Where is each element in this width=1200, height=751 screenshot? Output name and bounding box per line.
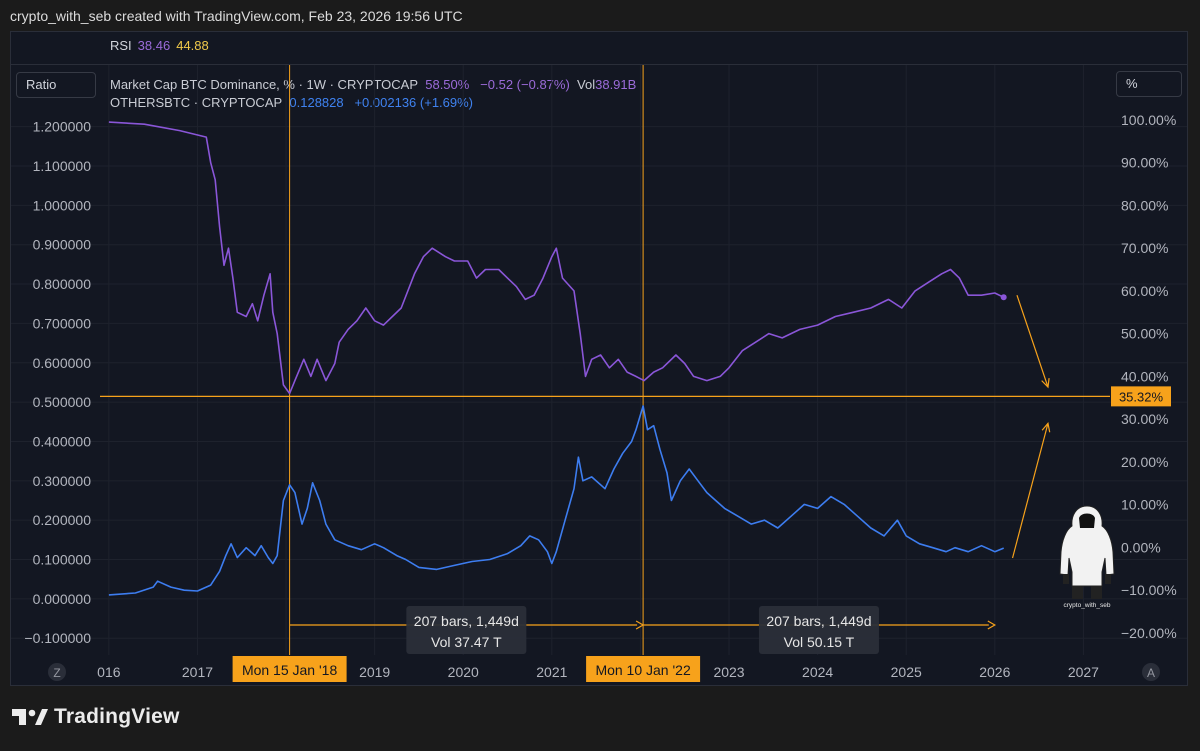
price-line-value-label: 35.32%	[1119, 389, 1164, 404]
btc-dominance-series-line[interactable]	[108, 121, 1005, 395]
rsi-indicator: RSI 38.46 44.88	[110, 38, 209, 53]
left-axis-tick-label: 0.200000	[33, 512, 92, 528]
x-axis-tick-label: 2017	[182, 664, 213, 680]
left-axis-tick-label: 0.300000	[33, 473, 92, 489]
right-axis-tick-label: 70.00%	[1121, 240, 1168, 256]
right-axis-tick-label: 30.00%	[1121, 411, 1168, 427]
right-axis-tick-label: 0.00%	[1121, 539, 1161, 555]
legend-row-dominance[interactable]: Market Cap BTC Dominance, % · 1W · CRYPT…	[110, 76, 636, 94]
left-axis-tick-label: 1.200000	[33, 119, 92, 135]
x-axis-tick-label: 2024	[802, 664, 833, 680]
mascot-caption: crypto_with_seb	[1064, 602, 1111, 609]
x-axis-tick-label: 2019	[359, 664, 390, 680]
rsi-label: RSI	[110, 38, 132, 53]
right-axis-tick-label: 20.00%	[1121, 454, 1168, 470]
x-axis-tick-label: 2025	[891, 664, 922, 680]
left-axis-tick-label: 0.100000	[33, 552, 92, 568]
right-axis-tick-label: 90.00%	[1121, 155, 1168, 171]
legend-dominance-name: Market Cap BTC Dominance, % · 1W · CRYPT…	[110, 77, 418, 92]
right-axis-tick-label: 50.00%	[1121, 326, 1168, 342]
percent-scale-button[interactable]: %	[1116, 71, 1182, 97]
measure-info-box	[758, 606, 879, 654]
projection-arrow-head	[1041, 378, 1050, 389]
left-axis-tick-label: 0.000000	[33, 591, 92, 607]
rsi-value-1: 38.46	[137, 38, 171, 53]
projection-arrow-head	[1041, 422, 1051, 433]
x-axis-tick-label: 2021	[536, 664, 567, 680]
date-marker-label: Mon 15 Jan '18	[242, 662, 338, 678]
legend-dominance-change: −0.52 (−0.87%)	[480, 77, 570, 92]
legend-dominance-vol: 38.91B	[595, 77, 637, 92]
x-axis-tick-label: 016	[97, 664, 121, 680]
auto-scale-button[interactable]	[1142, 663, 1160, 681]
pane-separator	[11, 64, 1187, 65]
measure-bars-label: 207 bars, 1,449d	[766, 613, 871, 629]
price-line-value-badge	[1111, 386, 1171, 407]
auto-scale-button-label: A	[1147, 666, 1155, 680]
right-axis-tick-label: 60.00%	[1121, 283, 1168, 299]
series-legend: Market Cap BTC Dominance, % · 1W · CRYPT…	[110, 76, 636, 112]
date-marker-badge	[586, 656, 701, 682]
left-axis-tick-label: 0.500000	[33, 394, 92, 410]
left-axis-tick-label: 1.100000	[33, 158, 92, 174]
zoom-button[interactable]	[48, 663, 66, 681]
date-marker-label: Mon 10 Jan '22	[595, 662, 691, 678]
measure-arrow-head	[635, 620, 645, 630]
tradingview-logo-icon	[12, 709, 48, 725]
x-axis-tick-label: 2020	[448, 664, 479, 680]
measure-bars-label: 207 bars, 1,449d	[414, 613, 519, 629]
x-axis-tick-label: 2023	[713, 664, 744, 680]
legend-row-others[interactable]: OTHERSBTC · CRYPTOCAP 0.128828 +0.002136…	[110, 94, 636, 112]
legend-dominance-value: 58.50%	[425, 77, 470, 92]
legend-others-name: OTHERSBTC · CRYPTOCAP	[110, 95, 283, 110]
left-axis-tick-label: 0.400000	[33, 433, 92, 449]
measure-arrow-head	[987, 620, 997, 630]
measure-volume-label: Vol 50.15 T	[784, 634, 855, 650]
right-axis-tick-label: −20.00%	[1121, 625, 1177, 641]
right-axis-tick-label: 100.00%	[1121, 112, 1176, 128]
zoom-button-label: Z	[53, 666, 60, 680]
left-axis-tick-label: 0.600000	[33, 355, 92, 371]
x-axis-tick-label: 2027	[1068, 664, 1099, 680]
tradingview-brand[interactable]: TradingView	[12, 705, 180, 729]
left-axis-tick-label: 0.900000	[33, 237, 92, 253]
left-axis-tick-label: 1.000000	[33, 197, 92, 213]
tradingview-wordmark: TradingView	[54, 705, 180, 728]
right-axis-tick-label: 10.00%	[1121, 497, 1168, 513]
left-axis-tick-label: −0.100000	[24, 630, 91, 646]
right-axis-tick-label: 80.00%	[1121, 197, 1168, 213]
left-axis-tick-label: 0.700000	[33, 315, 92, 331]
legend-dominance-vol-label: Vol	[577, 77, 596, 92]
projection-arrow[interactable]	[1016, 294, 1049, 388]
legend-others-value: 0.128828	[289, 95, 344, 110]
rsi-value-2: 44.88	[176, 38, 209, 53]
othersbtc-series-line[interactable]	[108, 405, 1004, 596]
hooded-figure-logo: crypto_with_seb	[1059, 505, 1115, 609]
measure-info-box	[406, 606, 527, 654]
chart-attribution: crypto_with_seb created with TradingView…	[10, 8, 463, 24]
left-axis-tick-label: 0.800000	[33, 276, 92, 292]
legend-others-change: +0.002136 (+1.69%)	[354, 95, 474, 110]
measure-volume-label: Vol 37.47 T	[431, 634, 502, 650]
right-axis-tick-label: −10.00%	[1121, 582, 1177, 598]
dominance-last-point	[1000, 294, 1007, 301]
x-axis-tick-label: 2026	[979, 664, 1010, 680]
projection-arrow[interactable]	[1011, 423, 1049, 559]
right-axis-tick-label: 40.00%	[1121, 368, 1168, 384]
ratio-scale-button[interactable]: Ratio	[16, 72, 96, 98]
date-marker-badge	[232, 656, 347, 682]
